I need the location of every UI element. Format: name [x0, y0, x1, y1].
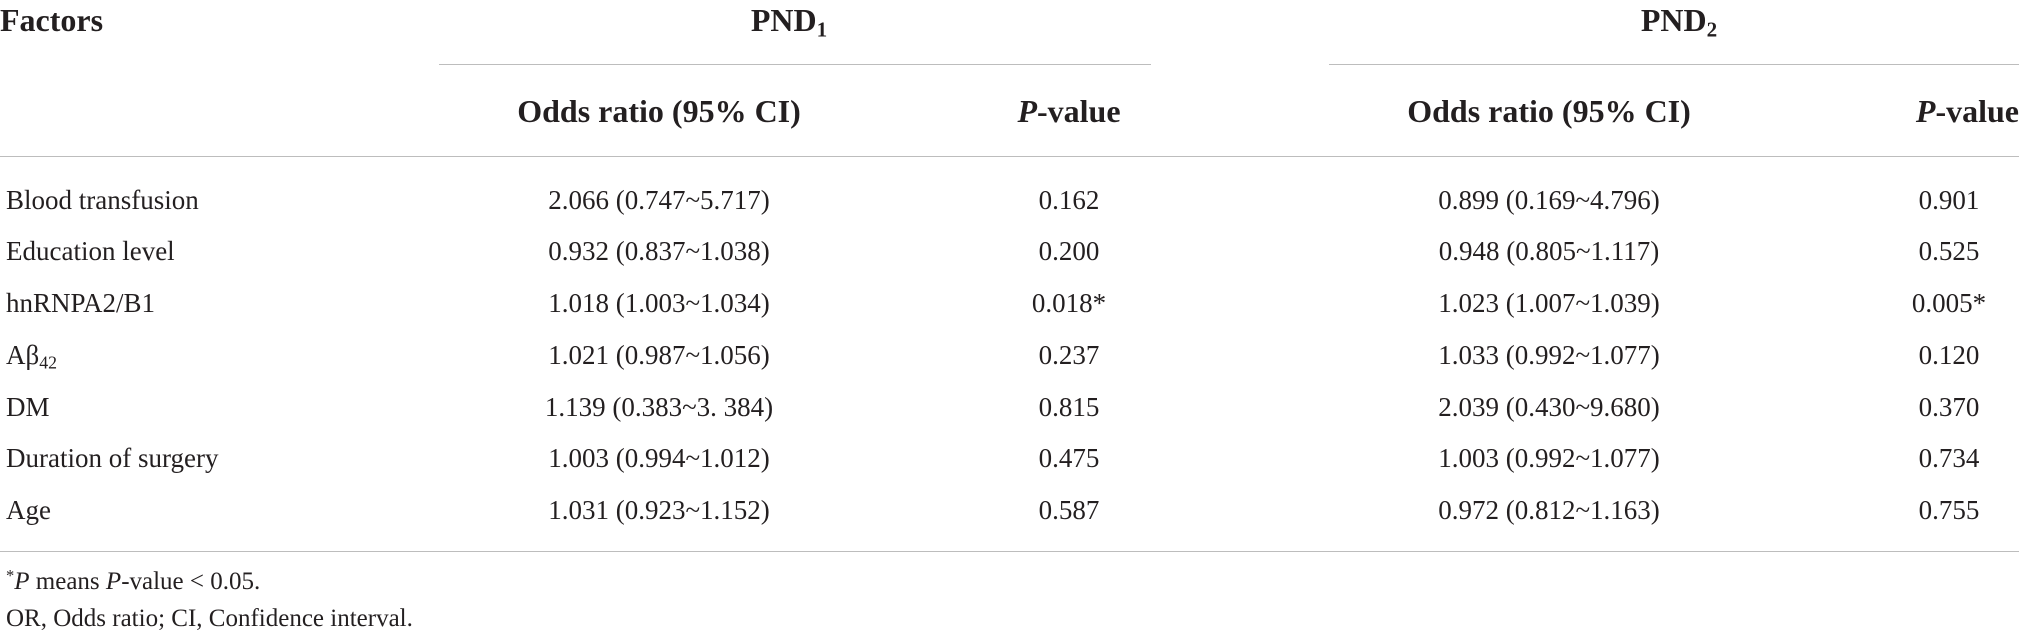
pnd1-base: PND: [750, 2, 817, 38]
row-p2: 0.755: [1918, 495, 1980, 525]
footnote-significance: *P means P-value < 0.05.: [6, 565, 261, 596]
p-italic: P: [1915, 93, 1936, 129]
footnote-rest: -value < 0.05.: [121, 568, 261, 595]
p-italic: P: [1017, 93, 1037, 129]
table-bottom-rule: [0, 551, 2019, 552]
pnd1-sub: 1: [816, 17, 828, 42]
header-p-pnd1: P-value: [969, 93, 1169, 130]
row-p1: 0.162: [1038, 185, 1100, 215]
group1-underline: [439, 64, 1151, 65]
row-or2: 1.033 (0.992~1.077): [1438, 340, 1660, 370]
row-or2: 0.972 (0.812~1.163): [1438, 495, 1660, 525]
row-p2: 0.901: [1918, 185, 1980, 215]
p-rest: -value: [1037, 93, 1121, 129]
row-factor: Education level: [6, 236, 175, 266]
footnote-star: *: [6, 565, 15, 585]
pnd2-base: PND: [1640, 2, 1707, 38]
row-factor: DM: [6, 392, 50, 422]
header-or-pnd2: Odds ratio (95% CI): [1407, 93, 1691, 129]
row-p1: 0.200: [1038, 236, 1100, 266]
row-or1: 1.139 (0.383~3. 384): [544, 392, 774, 422]
header-or-pnd1: Odds ratio (95% CI): [517, 93, 801, 129]
row-p2: 0.120: [1918, 340, 1980, 370]
abeta-base: Aβ: [6, 340, 40, 370]
row-p1: 0.587: [1038, 495, 1100, 525]
row-or2: 0.899 (0.169~4.796): [1438, 185, 1660, 215]
row-p2: 0.005*: [1911, 288, 1987, 318]
row-factor: hnRNPA2/B1: [6, 288, 156, 318]
row-p2: 0.370: [1918, 392, 1980, 422]
p-rest: -value: [1935, 93, 2019, 129]
row-or1: 1.003 (0.994~1.012): [548, 443, 770, 473]
row-factor: Aβ42: [6, 340, 57, 371]
row-p1: 0.815: [1038, 392, 1100, 422]
pnd2-sub: 2: [1706, 17, 1718, 42]
header-factors: Factors: [0, 2, 104, 38]
row-or1: 1.018 (1.003~1.034): [548, 288, 770, 318]
row-factor: Age: [6, 495, 51, 525]
footnote-means: means: [29, 568, 106, 595]
footnote-p: P: [14, 568, 30, 595]
header-group-pnd1: PND1: [639, 2, 939, 42]
header-p-pnd2: P-value: [1916, 93, 2019, 130]
row-or1: 1.031 (0.923~1.152): [548, 495, 770, 525]
row-or2: 1.023 (1.007~1.039): [1438, 288, 1660, 318]
row-p2: 0.525: [1918, 236, 1980, 266]
row-or1: 1.021 (0.987~1.056): [548, 340, 770, 370]
row-p1: 0.475: [1038, 443, 1100, 473]
row-p2: 0.734: [1918, 443, 1980, 473]
group2-underline: [1329, 64, 2019, 65]
row-or2: 2.039 (0.430~9.680): [1438, 392, 1660, 422]
row-or2: 1.003 (0.992~1.077): [1438, 443, 1660, 473]
footnote-abbreviations: OR, Odds ratio; CI, Confidence interval.: [6, 605, 413, 632]
row-or1: 0.932 (0.837~1.038): [548, 236, 770, 266]
row-p1: 0.237: [1038, 340, 1100, 370]
row-or2: 0.948 (0.805~1.117): [1438, 236, 1660, 266]
row-factor: Duration of surgery: [6, 443, 219, 473]
row-factor: Blood transfusion: [6, 185, 199, 215]
header-bottom-rule: [0, 156, 2019, 157]
abeta-sub: 42: [39, 352, 58, 373]
row-p1: 0.018*: [1031, 288, 1107, 318]
row-or1: 2.066 (0.747~5.717): [548, 185, 770, 215]
footnote-p2: P: [105, 568, 122, 595]
header-group-pnd2: PND2: [1529, 2, 1829, 42]
